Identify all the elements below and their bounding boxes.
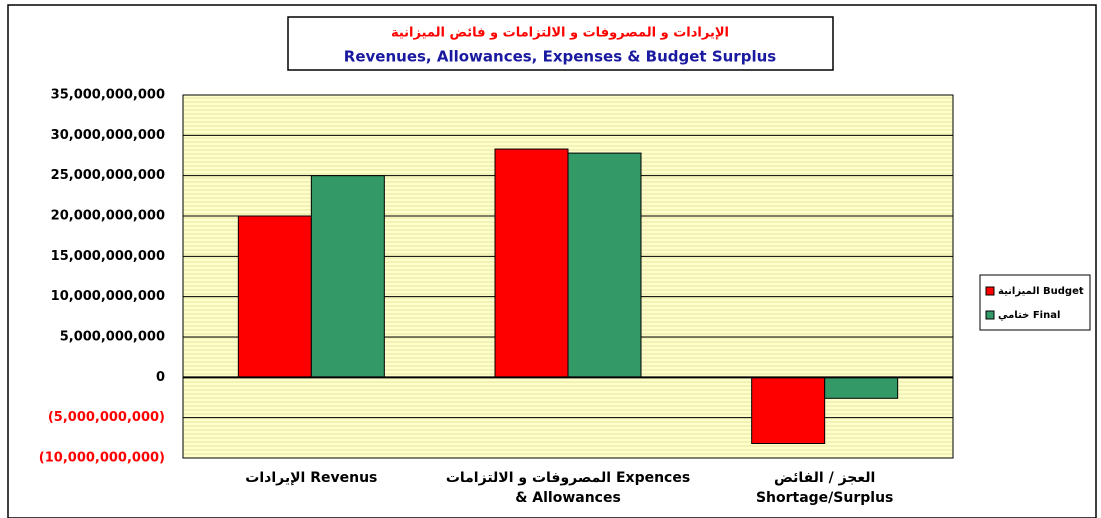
y-tick-label: 30,000,000,000 xyxy=(51,128,165,143)
bar xyxy=(494,148,569,378)
x-tick-label: Shortage/Surplus xyxy=(756,490,893,506)
chart-title: Revenues, Allowances, Expenses & Budget … xyxy=(344,48,776,66)
y-tick-label: 20,000,000,000 xyxy=(51,209,165,224)
bar xyxy=(751,376,826,444)
y-tick-label: (5,000,000,000) xyxy=(48,410,165,425)
y-tick-label: 25,000,000,000 xyxy=(51,168,165,183)
x-tick-label: الإيرادات Revenus xyxy=(245,470,377,486)
bar xyxy=(567,152,642,378)
legend-swatch xyxy=(985,310,995,320)
x-tick-label: & Allowances xyxy=(515,490,621,506)
chart-title: الإيرادات و المصروفات و الالتزامات و فائ… xyxy=(391,26,729,41)
legend-box xyxy=(979,274,1091,331)
y-tick-label: 10,000,000,000 xyxy=(51,289,165,304)
legend-label: ختامي Final xyxy=(998,310,1060,321)
bar xyxy=(237,215,312,378)
y-tick-label: 35,000,000,000 xyxy=(51,88,165,103)
x-tick-label: العجز / الفائض xyxy=(774,470,875,486)
legend-label: الميزانية Budget xyxy=(998,286,1084,297)
y-tick-label: 0 xyxy=(156,370,165,385)
legend-swatch xyxy=(985,286,995,296)
y-tick-label: 5,000,000,000 xyxy=(60,330,165,345)
bar xyxy=(310,175,385,378)
y-tick-label: 15,000,000,000 xyxy=(51,249,165,264)
y-tick-label: (10,000,000,000) xyxy=(39,451,165,466)
title-box xyxy=(287,16,834,71)
bar xyxy=(824,376,899,399)
x-tick-label: المصروفات و الالتزامات Expences xyxy=(446,470,690,486)
